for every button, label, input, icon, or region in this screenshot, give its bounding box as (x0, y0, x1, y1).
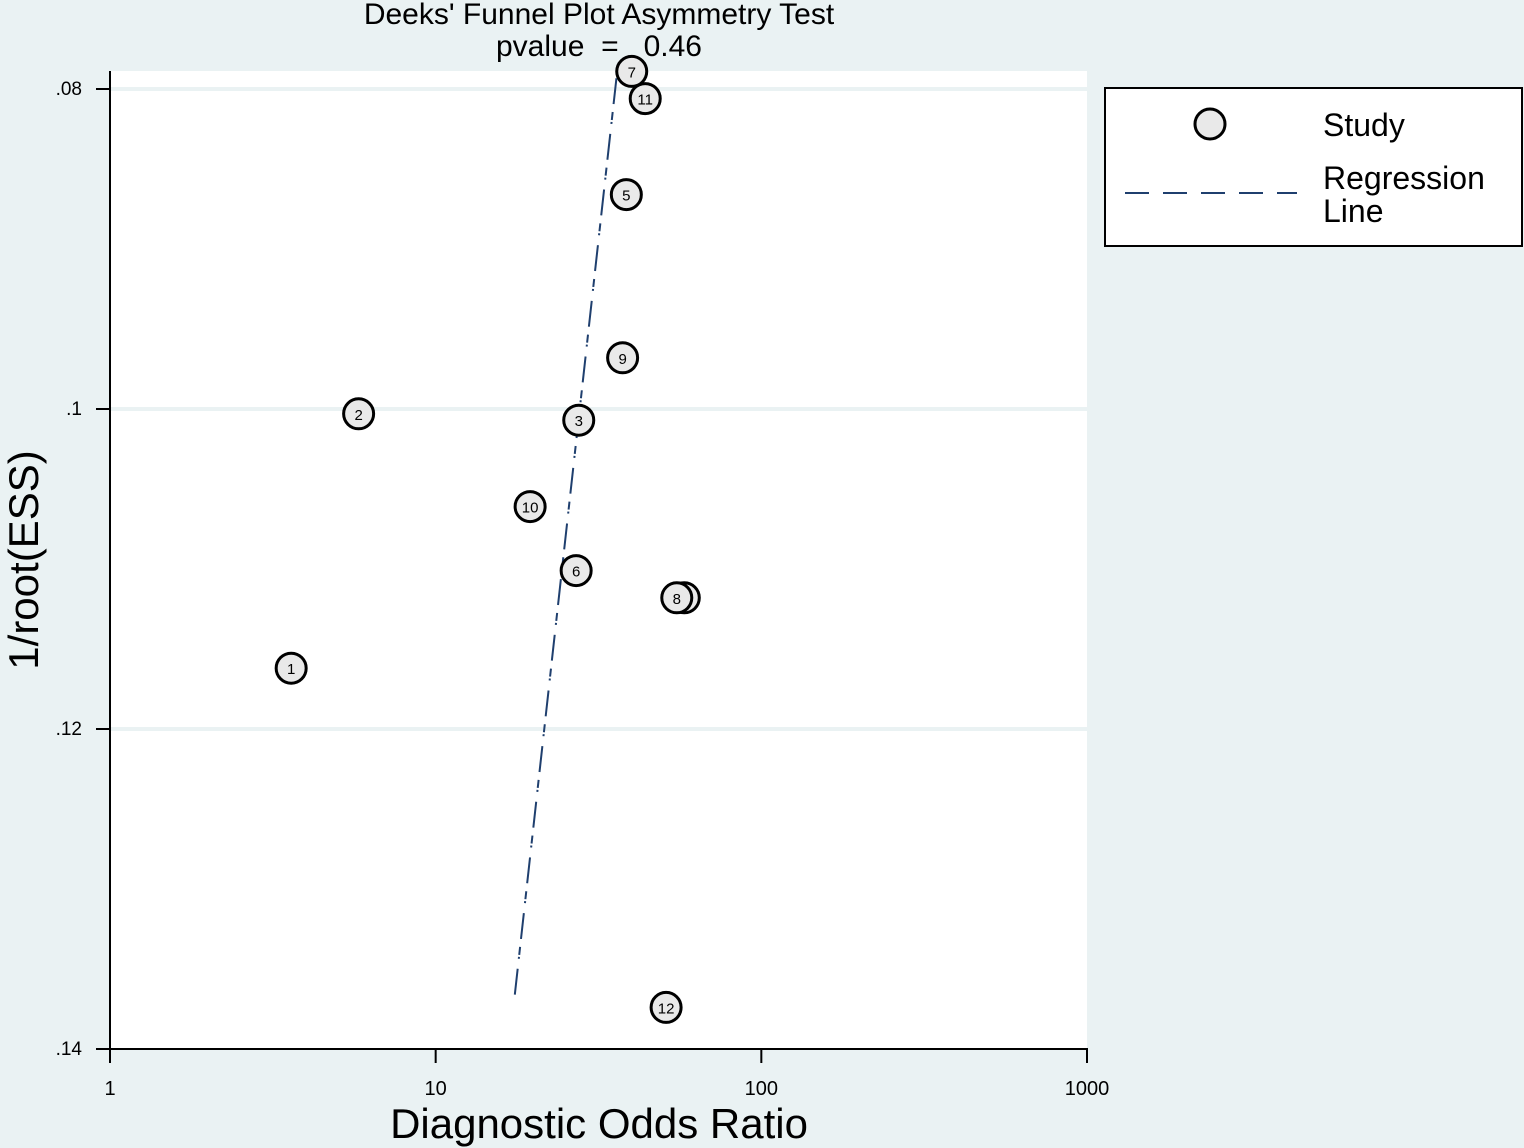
y-tick-label: .12 (56, 719, 82, 740)
study-label: 6 (572, 564, 580, 581)
study-marker (660, 581, 694, 615)
study-point-9: 9 (606, 341, 640, 375)
legend-study-label: Study (1323, 107, 1405, 143)
x-tick-label: 10 (425, 1078, 447, 1100)
regression-line-layer (513, 74, 618, 995)
y-axis-label: 1/root(ESS) (0, 450, 47, 669)
plot-area (110, 71, 1087, 1049)
study-marker (606, 341, 640, 375)
study-marker (628, 82, 662, 116)
study-point-8: 8 (660, 581, 694, 615)
study-label: 12 (658, 1000, 675, 1017)
x-tick-label: 100 (745, 1078, 778, 1100)
study-marker (274, 651, 308, 685)
legend: Study Regression Line (1104, 87, 1523, 247)
chart-subtitle: pvalue = 0.46 (496, 30, 702, 63)
study-label: 10 (522, 500, 539, 517)
study-point-2: 2 (342, 397, 376, 431)
study-label: 11 (637, 92, 653, 109)
study-label: 2 (354, 407, 362, 424)
study-marker (649, 990, 683, 1024)
study-point-11: 11 (628, 82, 662, 116)
study-point-12: 12 (649, 990, 683, 1024)
study-marker (609, 178, 643, 212)
ticks: .08 .1 .12 .14 1 10 100 1000 (56, 79, 1110, 1100)
study-point-6: 6 (559, 554, 593, 588)
legend-box (1104, 87, 1523, 247)
chart-title: Deeks' Funnel Plot Asymmetry Test (364, 0, 835, 31)
study-point-1: 1 (274, 651, 308, 685)
axes (109, 71, 1088, 1050)
study-label: 1 (287, 661, 295, 678)
x-tick-label: 1 (104, 1078, 115, 1100)
x-axis-label: Diagnostic Odds Ratio (390, 1100, 808, 1147)
legend-regression-label-line2: Line (1323, 193, 1384, 229)
study-label: 7 (628, 64, 636, 81)
y-tick-label: .14 (56, 1039, 83, 1060)
regression-line (513, 74, 618, 995)
y-tick-label: .1 (66, 399, 82, 420)
study-marker (562, 403, 596, 437)
study-point-7: 7 (615, 54, 649, 88)
study-point-3: 3 (562, 403, 596, 437)
study-label: 9 (618, 351, 626, 368)
x-tick-label: 1000 (1065, 1078, 1110, 1100)
legend-study-marker (1193, 107, 1227, 141)
study-point-5: 5 (609, 178, 643, 212)
study-marker (513, 490, 547, 524)
legend-regression-label-line1: Regression (1323, 160, 1485, 196)
study-marker (559, 554, 593, 588)
gridlines (110, 87, 1087, 731)
study-label: 8 (673, 591, 681, 608)
study-marker (342, 397, 376, 431)
study-label: 5 (622, 188, 630, 205)
study-marker (615, 54, 649, 88)
study-label: 3 (575, 413, 583, 430)
y-tick-label: .08 (56, 79, 82, 100)
study-point-10: 10 (513, 490, 547, 524)
study-points-layer: 123456789101112 (274, 54, 701, 1024)
